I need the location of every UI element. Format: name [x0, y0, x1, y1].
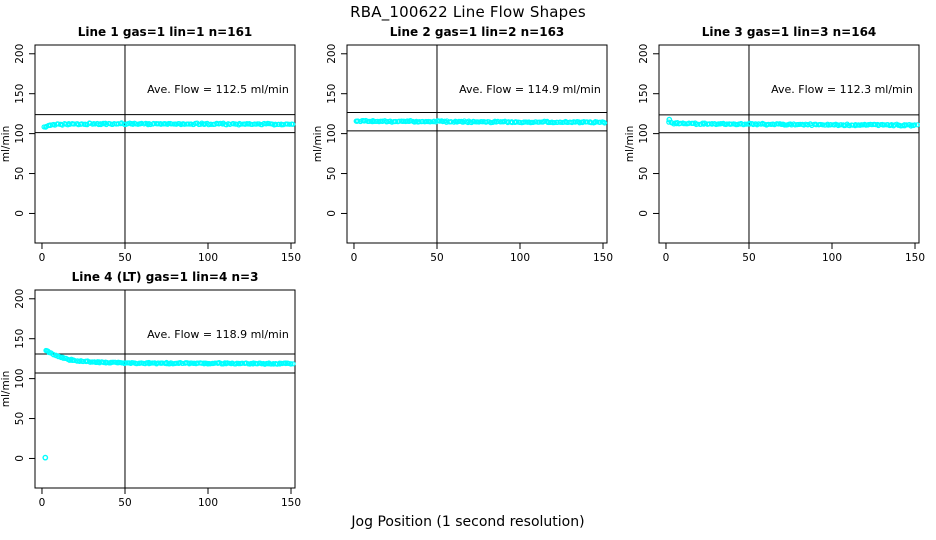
y-axis-label: ml/min	[0, 126, 12, 162]
plot-box	[346, 44, 608, 244]
data-point	[134, 361, 140, 367]
y-tick-label: 150	[326, 84, 338, 104]
ave-flow-annotation: Ave. Flow = 112.5 ml/min	[147, 83, 289, 96]
data-point	[533, 119, 539, 125]
panel-title: Line 4 (LT) gas=1 lin=4 n=3	[72, 270, 259, 284]
data-point	[873, 121, 879, 128]
panel-line3-plot: Line 3 gas=1 lin=3 n=164 0 50 100 150 0 50 100 1…	[624, 25, 925, 264]
ave-flow-annotation: Ave. Flow = 112.3 ml/min	[771, 83, 913, 96]
x-tick-label: 150	[593, 252, 613, 264]
data-point	[852, 122, 859, 128]
x-tick-label: 50	[118, 497, 131, 509]
data-point	[290, 361, 296, 367]
y-tick-label: 100	[14, 369, 26, 389]
x-tick-label: 150	[905, 252, 925, 264]
data-point	[50, 352, 57, 358]
y-tick-label: 200	[14, 289, 26, 309]
y-axis-label: ml/min	[624, 126, 636, 162]
y-tick-label: 0	[326, 210, 338, 217]
x-tick-label: 50	[742, 252, 755, 264]
panel-title: Line 2 gas=1 lin=2 n=163	[390, 25, 565, 39]
data-point	[594, 119, 600, 125]
y-tick-label: 150	[14, 84, 26, 104]
x-tick-label: 0	[39, 252, 46, 264]
plot-box	[658, 44, 920, 244]
outlier-point	[666, 116, 673, 123]
panel-title: Line 3 gas=1 lin=3 n=164	[702, 25, 877, 39]
data-point	[60, 355, 66, 361]
data-point	[71, 357, 78, 364]
x-tick-label: 100	[198, 497, 218, 509]
panel-line4-plot: Line 4 (LT) gas=1 lin=4 n=3 0 50 100 150 0 50 1…	[0, 270, 301, 509]
ave-flow-annotation: Ave. Flow = 118.9 ml/min	[147, 328, 289, 341]
y-tick-label: 200	[638, 44, 650, 64]
x-tick-label: 150	[281, 497, 301, 509]
data-point	[551, 119, 558, 126]
y-tick-label: 50	[326, 167, 338, 180]
data-point	[850, 122, 856, 128]
x-tick-label: 150	[281, 252, 301, 264]
y-tick-label: 200	[14, 44, 26, 64]
data-point	[881, 122, 888, 128]
data-point	[495, 118, 501, 125]
y-tick-label: 0	[14, 210, 26, 217]
data-point	[536, 119, 543, 125]
data-point	[825, 122, 831, 128]
y-tick-label: 50	[14, 167, 26, 180]
x-tick-label: 50	[118, 252, 131, 264]
y-axis-label: ml/min	[312, 126, 324, 162]
data-point	[290, 121, 296, 127]
outlier-point	[42, 454, 49, 461]
y-tick-label: 50	[638, 167, 650, 180]
x-tick-label: 100	[198, 252, 218, 264]
data-point	[706, 121, 712, 127]
y-tick-label: 200	[326, 44, 338, 64]
y-tick-label: 0	[638, 210, 650, 217]
x-tick-label: 0	[39, 497, 46, 509]
x-tick-label: 100	[822, 252, 842, 264]
panel-line2-plot: Line 2 gas=1 lin=2 n=163 0 50 100 150 0 50 100 1…	[312, 25, 613, 264]
data-point	[747, 121, 753, 127]
plot-box	[34, 289, 296, 489]
data-point	[602, 120, 608, 126]
x-axis-label: Jog Position (1 second resolution)	[351, 514, 585, 530]
data-point	[148, 121, 154, 128]
data-point	[393, 118, 399, 125]
data-point	[428, 119, 434, 125]
y-tick-label: 100	[638, 124, 650, 144]
data-point	[155, 121, 161, 127]
x-tick-label: 100	[510, 252, 530, 264]
figure-title: RBA_100622 Line Flow Shapes	[350, 3, 586, 21]
data-point	[820, 122, 826, 128]
y-tick-label: 150	[638, 84, 650, 104]
data-point	[912, 122, 918, 128]
ave-flow-annotation: Ave. Flow = 114.9 ml/min	[459, 83, 601, 96]
panel-line1-plot: Line 1 gas=1 lin=1 n=161 0 50 100 150 0 50 100 1…	[0, 25, 301, 264]
y-tick-label: 100	[326, 124, 338, 144]
data-point	[273, 121, 279, 128]
data-point	[288, 361, 294, 367]
data-point	[677, 120, 684, 126]
plot-box	[34, 44, 296, 244]
x-tick-label: 0	[351, 252, 358, 264]
y-tick-label: 50	[14, 412, 26, 425]
data-point	[286, 121, 293, 127]
y-tick-label: 0	[14, 455, 26, 462]
y-tick-label: 150	[14, 329, 26, 349]
data-point	[185, 121, 191, 127]
data-point	[530, 119, 536, 125]
data-point	[554, 119, 560, 126]
data-point	[903, 122, 909, 128]
panel-title: Line 1 gas=1 lin=1 n=161	[78, 25, 253, 39]
data-point	[914, 122, 920, 128]
y-tick-label: 100	[14, 124, 26, 144]
y-axis-label: ml/min	[0, 371, 12, 407]
x-tick-label: 0	[663, 252, 670, 264]
x-tick-label: 50	[430, 252, 443, 264]
data-point	[285, 360, 292, 366]
